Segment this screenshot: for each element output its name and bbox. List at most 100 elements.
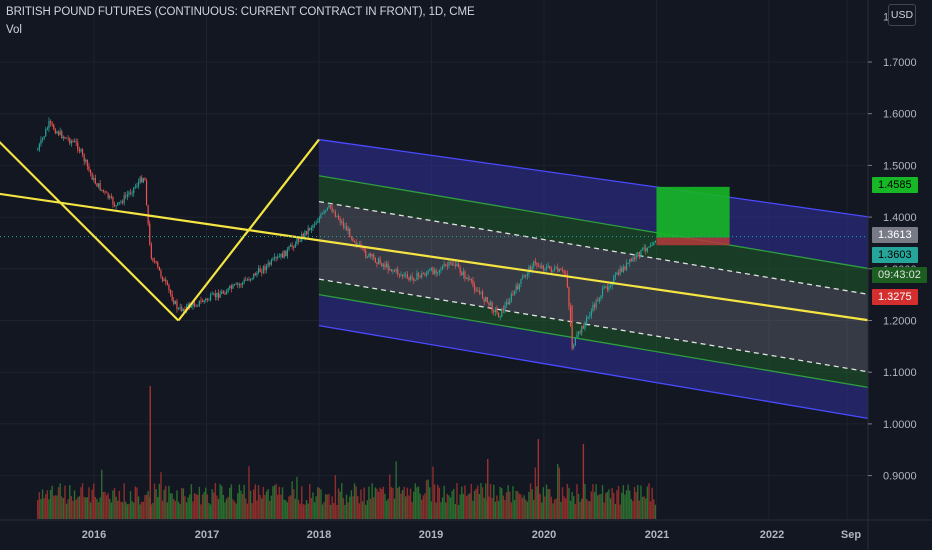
volume-bar xyxy=(222,494,225,519)
candle-body xyxy=(128,192,130,195)
volume-bar xyxy=(376,488,378,519)
candle-body xyxy=(251,277,253,279)
volume-bar xyxy=(339,491,341,519)
volume-bar xyxy=(393,498,396,519)
candle-body xyxy=(549,265,551,269)
volume-bar xyxy=(88,487,90,519)
candle-body xyxy=(371,254,373,257)
volume-bar xyxy=(147,491,149,519)
candle-body xyxy=(486,297,488,303)
candle-body xyxy=(582,326,584,329)
channel-middle-band xyxy=(319,201,871,373)
volume-bar xyxy=(155,489,157,519)
candle-body xyxy=(457,263,460,268)
candle-body xyxy=(241,282,244,286)
volume-bar xyxy=(61,496,63,519)
volume-bar xyxy=(462,493,465,519)
candle-body xyxy=(264,266,266,271)
volume-bar xyxy=(473,490,476,519)
candle-body xyxy=(115,205,117,207)
candle-body xyxy=(534,261,536,263)
volume-bar xyxy=(309,483,311,519)
candle-body xyxy=(174,301,176,304)
volume-bar xyxy=(289,495,292,519)
candle-body xyxy=(393,270,396,272)
volume-bar xyxy=(64,485,66,519)
candle-body xyxy=(307,228,309,235)
volume-bar xyxy=(77,497,79,519)
candle-body xyxy=(561,270,564,271)
volume-bar xyxy=(337,488,340,519)
volume-bar xyxy=(377,491,380,519)
volume-bar xyxy=(38,492,41,519)
volume-bar xyxy=(606,491,609,519)
volume-bar xyxy=(425,480,428,519)
candle-body xyxy=(569,306,572,326)
volume-bar xyxy=(294,498,297,519)
candle-body xyxy=(448,261,450,267)
volume-bar xyxy=(429,487,431,519)
volume-bar xyxy=(409,488,412,519)
volume-bar xyxy=(435,502,437,519)
volume-bar xyxy=(374,487,377,519)
volume-bar xyxy=(67,499,69,519)
volume-bar xyxy=(465,495,468,519)
candle-body xyxy=(344,226,346,228)
volume-bar xyxy=(385,500,388,519)
volume-bar xyxy=(553,499,556,519)
volume-bar xyxy=(285,500,287,519)
candle-body xyxy=(331,207,333,212)
candle-body xyxy=(542,265,544,270)
candle-body xyxy=(182,308,184,311)
candle-body xyxy=(358,244,360,245)
volume-bar xyxy=(541,502,543,519)
volume-bar xyxy=(528,491,530,519)
volume-bar xyxy=(542,487,545,519)
candle-body xyxy=(222,291,224,293)
candle-body xyxy=(541,265,543,268)
volume-bar xyxy=(438,487,441,519)
volume-bar xyxy=(195,494,197,519)
candle-body xyxy=(342,221,344,227)
candle-body xyxy=(520,278,522,284)
currency-button[interactable]: USD xyxy=(888,4,916,26)
candle-body xyxy=(638,252,640,257)
candle-body xyxy=(289,244,292,247)
volume-bar xyxy=(550,496,553,519)
volume-bar xyxy=(251,503,253,519)
volume-bar xyxy=(629,490,631,519)
volume-bar xyxy=(461,486,463,519)
candle-body xyxy=(145,180,148,206)
volume-bar xyxy=(107,493,109,519)
candle-body xyxy=(560,269,562,271)
volume-bar xyxy=(72,500,74,519)
volume-bar xyxy=(245,498,247,519)
candle-body xyxy=(504,305,506,311)
volume-bar xyxy=(470,483,473,519)
volume-bar xyxy=(579,501,581,519)
candle-body xyxy=(377,258,380,265)
volume-bar xyxy=(560,501,562,519)
candle-body xyxy=(78,149,80,152)
volume-bar xyxy=(622,485,625,519)
volume-bar xyxy=(526,501,529,519)
price-tick-label-top: 1. xyxy=(883,11,892,23)
volume-bar xyxy=(539,494,541,519)
candle-body xyxy=(512,293,514,295)
candle-body xyxy=(163,279,165,281)
candle-body xyxy=(171,294,173,301)
candle-body xyxy=(272,258,274,261)
candle-body xyxy=(166,282,168,285)
candle-body xyxy=(317,221,319,223)
price-tick-label: 1.1000 xyxy=(883,367,917,379)
volume-bar xyxy=(259,494,261,519)
volume-bar xyxy=(323,501,325,519)
candle-body xyxy=(438,269,440,273)
candle-body xyxy=(269,262,271,265)
volume-bar xyxy=(589,501,591,519)
volume-bar xyxy=(371,483,373,519)
candle-body xyxy=(390,269,392,271)
candle-body xyxy=(208,299,210,301)
